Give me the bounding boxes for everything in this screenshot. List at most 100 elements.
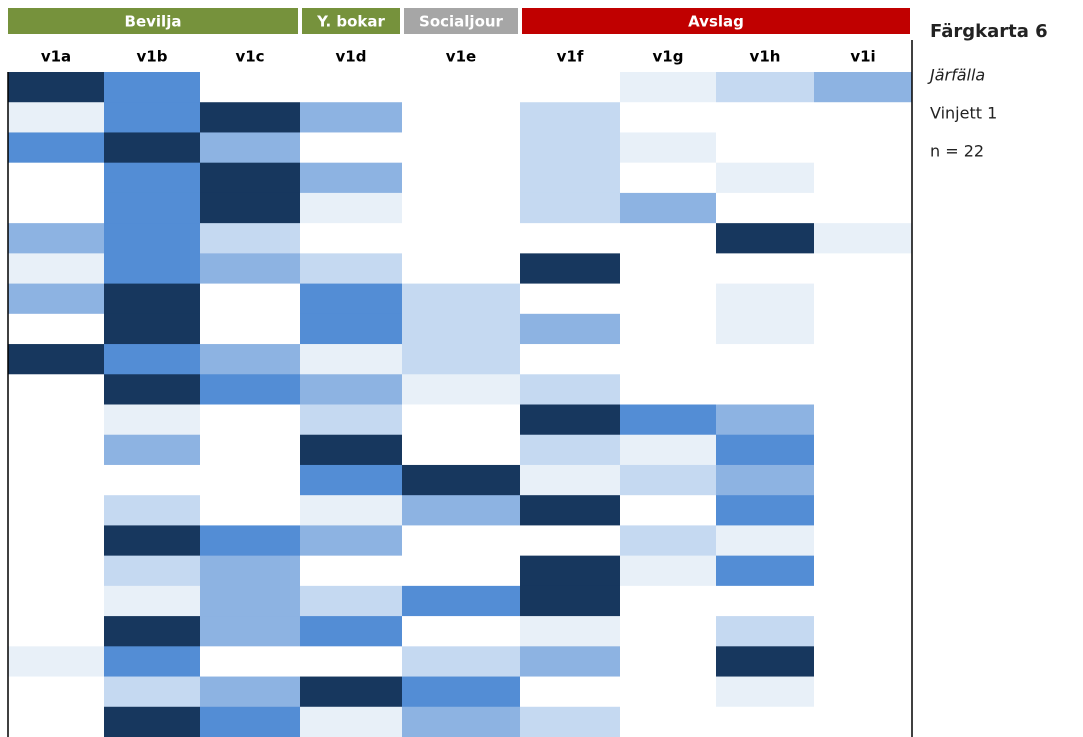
cell xyxy=(8,72,104,103)
cell xyxy=(300,646,402,678)
cell xyxy=(620,102,716,133)
cell xyxy=(814,616,912,647)
cell xyxy=(620,585,716,617)
cell xyxy=(200,676,300,708)
cell xyxy=(200,464,300,496)
cell xyxy=(200,616,300,647)
cell xyxy=(716,464,814,496)
cell xyxy=(620,676,716,708)
cell xyxy=(620,132,716,164)
cell xyxy=(402,585,520,617)
cell xyxy=(300,132,402,164)
column-label: v1d xyxy=(336,48,367,66)
cell xyxy=(8,374,104,405)
group-label: Bevilja xyxy=(125,13,182,31)
cell xyxy=(716,162,814,194)
cell xyxy=(814,102,912,133)
cell xyxy=(8,283,104,315)
cell xyxy=(300,616,402,647)
cell xyxy=(814,283,912,315)
cell xyxy=(104,283,200,315)
cell xyxy=(200,434,300,466)
cell xyxy=(300,253,402,285)
cell xyxy=(402,223,520,254)
cell xyxy=(814,434,912,466)
cell xyxy=(620,434,716,466)
cell xyxy=(104,676,200,708)
group-label: Y. bokar xyxy=(316,13,385,31)
cell xyxy=(814,525,912,557)
cell xyxy=(200,555,300,587)
cell xyxy=(716,646,814,678)
cell xyxy=(716,192,814,224)
cell xyxy=(716,706,814,737)
column-label: v1a xyxy=(41,48,71,66)
cell xyxy=(620,555,716,587)
cell xyxy=(620,162,716,194)
cell xyxy=(520,525,620,557)
cell xyxy=(402,616,520,647)
cell xyxy=(104,72,200,103)
cell xyxy=(402,464,520,496)
cell xyxy=(104,253,200,285)
cell xyxy=(716,404,814,436)
cell xyxy=(520,555,620,587)
cell xyxy=(104,162,200,194)
cell xyxy=(620,283,716,315)
cell xyxy=(200,374,300,405)
cell xyxy=(300,344,402,375)
cell xyxy=(520,344,620,375)
cell xyxy=(104,434,200,466)
cell xyxy=(402,162,520,194)
cell xyxy=(104,706,200,737)
cell xyxy=(104,223,200,254)
cell xyxy=(8,132,104,164)
cell xyxy=(520,253,620,285)
cell xyxy=(8,344,104,375)
cell xyxy=(620,616,716,647)
column-label: v1g xyxy=(653,48,684,66)
cell xyxy=(716,525,814,557)
cell xyxy=(520,434,620,466)
column-label: v1h xyxy=(750,48,781,66)
cell xyxy=(300,72,402,103)
cell xyxy=(8,495,104,526)
cell xyxy=(300,223,402,254)
column-label: v1e xyxy=(446,48,476,66)
cell xyxy=(104,102,200,133)
cell xyxy=(814,555,912,587)
cell xyxy=(200,283,300,315)
cell xyxy=(620,72,716,103)
cell xyxy=(402,434,520,466)
cell xyxy=(104,404,200,436)
group-header xyxy=(8,8,298,34)
cell xyxy=(300,102,402,133)
cell xyxy=(520,585,620,617)
cell xyxy=(716,72,814,103)
cell xyxy=(200,223,300,254)
cell xyxy=(8,313,104,345)
cell xyxy=(716,132,814,164)
cell xyxy=(200,585,300,617)
cell xyxy=(402,676,520,708)
cell xyxy=(200,132,300,164)
cell xyxy=(520,464,620,496)
cell xyxy=(8,585,104,617)
cell xyxy=(520,646,620,678)
cell xyxy=(200,706,300,737)
cell xyxy=(520,223,620,254)
cell xyxy=(8,223,104,254)
cell xyxy=(814,253,912,285)
cell xyxy=(716,283,814,315)
cell xyxy=(200,525,300,557)
cell xyxy=(8,706,104,737)
cell xyxy=(402,192,520,224)
cell xyxy=(200,344,300,375)
cell xyxy=(520,283,620,315)
cell xyxy=(814,464,912,496)
cell xyxy=(716,102,814,133)
cell xyxy=(300,585,402,617)
cell xyxy=(200,162,300,194)
group-header xyxy=(522,8,910,34)
cell xyxy=(104,616,200,647)
